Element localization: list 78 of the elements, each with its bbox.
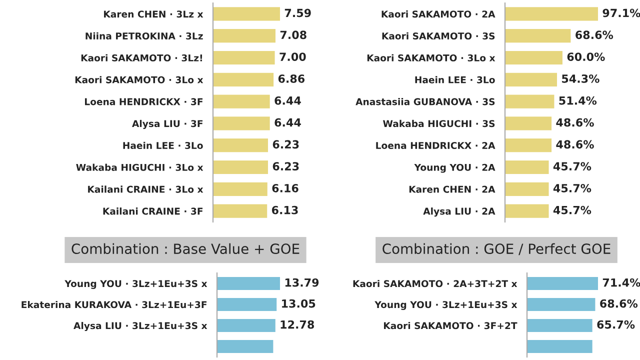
y-tick-label: Young YOU · 3Lz+1Eu+3S x xyxy=(374,301,518,310)
data-label: 71.4% xyxy=(602,278,640,287)
y-tick-label: Young YOU · 2A xyxy=(414,164,496,173)
bar xyxy=(213,29,276,43)
y-tick-label: Wakaba HIGUCHI · 3Lo x xyxy=(76,164,204,171)
data-label: 7.08 xyxy=(280,30,306,40)
data-label: 12.78 xyxy=(280,320,314,329)
bar xyxy=(213,50,275,65)
data-label: 51.4% xyxy=(559,96,597,105)
bar xyxy=(213,116,270,130)
y-tick-label: Kaori SAKAMOTO · 2A xyxy=(382,10,496,18)
data-label: 65.7% xyxy=(597,320,635,329)
bar xyxy=(217,340,274,354)
bar xyxy=(213,7,280,21)
y-tick-label: Haein LEE · 3Lo xyxy=(123,142,203,150)
data-label: 6.23 xyxy=(272,140,299,149)
y-tick-label: Haein LEE · 3Lo xyxy=(415,76,495,84)
chart-title: Combination : GOE / Perfect GOE xyxy=(382,243,610,256)
data-label: 7.00 xyxy=(280,52,306,61)
bar xyxy=(505,182,549,196)
y-tick-label: Alysa LIU · 3Lz+1Eu+3S x xyxy=(74,322,208,332)
y-tick-label: Karen CHEN · 3Lz x xyxy=(104,10,204,18)
y-tick-label: Loena HENDRICKX · 3F xyxy=(85,98,202,106)
y-tick-label: Karen CHEN · 2A xyxy=(409,186,496,193)
y-tick-label: Kaori SAKAMOTO · 3S xyxy=(382,32,495,40)
data-label: 68.6% xyxy=(576,30,614,40)
data-label: 45.7% xyxy=(553,206,592,214)
data-label: 6.86 xyxy=(278,74,305,83)
data-label: 54.3% xyxy=(562,74,600,83)
bar xyxy=(505,50,562,65)
y-tick-label: Kaori SAKAMOTO · 3F+2T xyxy=(384,322,518,330)
y-tick-label: Kailani CRAINE · 3Lo x xyxy=(88,186,204,193)
data-label: 6.23 xyxy=(272,162,299,170)
data-label: 6.13 xyxy=(272,206,298,214)
y-tick-label: Kaori SAKAMOTO · 3Lo x xyxy=(367,54,496,62)
bar xyxy=(217,298,277,312)
bar xyxy=(505,138,552,152)
data-label: 13.79 xyxy=(285,278,319,287)
y-tick-label: Wakaba HIGUCHI · 3S xyxy=(382,120,495,128)
data-label: 60.0% xyxy=(567,52,605,61)
y-tick-label: Young YOU · 3Lz+1Eu+3S x xyxy=(64,280,208,290)
y-tick-label: Niina PETROKINA · 3Lz xyxy=(86,32,203,40)
bar xyxy=(505,116,552,130)
data-label: 45.7% xyxy=(553,162,592,170)
data-label: 6.44 xyxy=(274,118,301,127)
chart-title: Combination : Base Value + GOE xyxy=(72,243,300,254)
bar xyxy=(213,138,268,152)
bar xyxy=(217,276,280,290)
data-label: 6.16 xyxy=(272,184,298,192)
bar xyxy=(213,72,274,86)
data-label: 6.44 xyxy=(274,96,301,105)
data-label: 68.6% xyxy=(600,299,638,308)
bar xyxy=(505,204,549,218)
y-tick-label: Kaori SAKAMOTO · 2A+3T+2T x xyxy=(353,280,518,288)
y-tick-label: Alysa LIU · 3F xyxy=(132,120,202,129)
bar xyxy=(505,160,549,174)
data-label: 7.59 xyxy=(284,8,311,18)
data-label: 97.1% xyxy=(602,8,640,18)
bar xyxy=(505,29,571,43)
data-label: 48.6% xyxy=(556,118,594,127)
y-tick-label: Alysa LIU · 2A xyxy=(423,208,496,217)
y-tick-label: Kailani CRAINE · 3F xyxy=(103,208,202,215)
bar xyxy=(217,318,276,332)
data-label: 45.7% xyxy=(553,184,592,192)
bar xyxy=(505,7,598,21)
y-tick-label: Kaori SAKAMOTO · 3Lo x xyxy=(75,76,204,84)
y-tick-label: Kaori SAKAMOTO · 3Lz! xyxy=(81,54,202,62)
bar xyxy=(213,182,268,196)
y-tick-label: Ekaterina KURAKOVA · 3Lz+1Eu+3F xyxy=(22,300,206,308)
bar xyxy=(505,72,558,86)
bar xyxy=(213,94,270,108)
y-tick-label: Anastasiia GUBANOVA · 3S xyxy=(356,98,495,106)
bar xyxy=(505,94,554,108)
bar xyxy=(213,160,268,174)
bar xyxy=(213,204,268,218)
data-label: 13.05 xyxy=(282,299,316,308)
y-tick-label: Loena HENDRICKX · 2A xyxy=(376,142,496,150)
data-label: 48.6% xyxy=(556,140,594,149)
